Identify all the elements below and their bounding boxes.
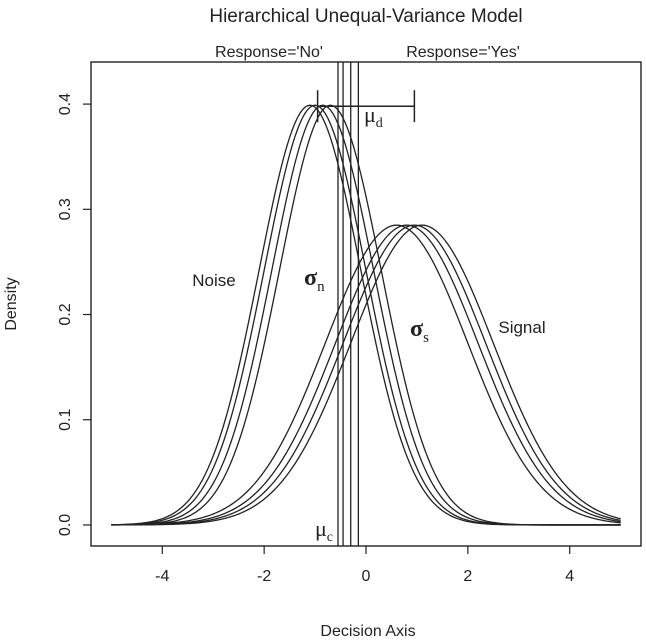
noise-curve xyxy=(111,104,621,526)
mu-d-symbol: μd xyxy=(364,102,383,131)
noise-curve xyxy=(111,104,621,526)
x-tick-label: -4 xyxy=(155,568,169,585)
mu-c-symbol: μc xyxy=(315,516,333,545)
y-axis: 0.0 0.1 0.2 0.3 0.4 xyxy=(57,93,91,536)
y-tick-label: 0.0 xyxy=(57,514,74,536)
sigma-n-symbol: σn xyxy=(304,265,325,295)
signal-curve xyxy=(111,224,621,526)
signal-label: Signal xyxy=(498,318,545,337)
x-axis-label: Decision Axis xyxy=(320,623,415,640)
sigma-s-symbol: σs xyxy=(410,316,429,346)
signal-curve xyxy=(111,224,621,526)
chart-title: Hierarchical Unequal-Variance Model xyxy=(209,6,522,27)
noise-label: Noise xyxy=(192,271,235,290)
criterion-lines xyxy=(337,62,360,546)
y-tick-label: 0.1 xyxy=(57,409,74,431)
x-tick-label: -2 xyxy=(257,568,271,585)
x-tick-label: 0 xyxy=(362,568,371,585)
signal-curve xyxy=(111,224,621,526)
signal-curve xyxy=(111,224,621,526)
x-axis: -4 -2 0 2 4 xyxy=(155,546,574,585)
region-label-yes: Response='Yes' xyxy=(406,44,520,61)
density-curves xyxy=(111,104,621,526)
mu-d-bracket xyxy=(316,90,416,123)
y-tick-label: 0.2 xyxy=(57,303,74,325)
noise-curve xyxy=(111,104,621,526)
y-tick-label: 0.4 xyxy=(57,93,74,115)
y-tick-label: 0.3 xyxy=(57,198,74,220)
x-tick-label: 4 xyxy=(565,568,574,585)
x-tick-label: 2 xyxy=(463,568,472,585)
noise-curve xyxy=(111,104,621,526)
region-label-no: Response='No' xyxy=(215,44,323,61)
y-axis-label: Density xyxy=(3,277,20,330)
